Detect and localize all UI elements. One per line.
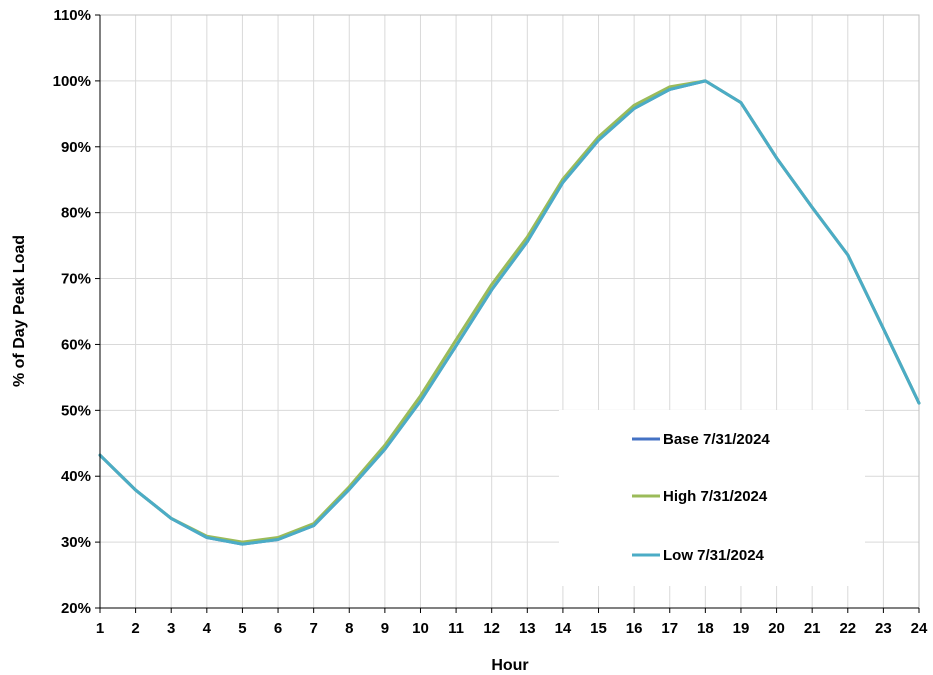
x-tick-label: 18	[697, 620, 714, 637]
x-tick-label: 20	[768, 620, 785, 637]
x-tick-label: 2	[131, 620, 139, 637]
x-tick-label: 6	[274, 620, 282, 637]
y-tick-label: 50%	[61, 402, 91, 419]
x-tick-label: 19	[733, 620, 750, 637]
x-tick-label: 4	[203, 620, 212, 637]
series-lines	[98, 79, 921, 546]
y-tick-label: 20%	[61, 600, 91, 617]
x-tick-label: 17	[661, 620, 678, 637]
legend-label-3: Low 7/31/2024	[663, 547, 765, 564]
y-tick-label: 100%	[53, 73, 91, 90]
y-tick-label: 80%	[61, 205, 91, 222]
x-tick-label: 14	[555, 620, 572, 637]
x-axis-title: Hour	[491, 657, 528, 674]
y-tick-label: 30%	[61, 534, 91, 551]
legend-box	[559, 410, 865, 586]
x-tick-label: 10	[412, 620, 429, 637]
x-tick-label: 9	[381, 620, 389, 637]
y-axis-tick-marks	[95, 14, 100, 609]
legend-label-2: High 7/31/2024	[663, 488, 768, 505]
x-tick-label: 12	[483, 620, 500, 637]
y-tick-label: 70%	[61, 271, 91, 288]
x-tick-label: 24	[911, 620, 928, 637]
x-tick-label: 5	[238, 620, 246, 637]
x-tick-label: 21	[804, 620, 821, 637]
y-axis-title: % of Day Peak Load	[11, 235, 28, 387]
x-tick-label: 1	[96, 620, 104, 637]
x-axis-tick-marks	[99, 608, 920, 613]
y-tick-label: 40%	[61, 468, 91, 485]
x-tick-label: 16	[626, 620, 643, 637]
x-tick-label: 13	[519, 620, 536, 637]
x-tick-label: 22	[839, 620, 856, 637]
y-axis-tick-labels: 20% 30% 40% 50% 60% 70% 80% 90% 100% 110%	[53, 7, 91, 617]
x-tick-label: 15	[590, 620, 607, 637]
legend: Base 7/31/2024 High 7/31/2024 Low 7/31/202…	[559, 410, 865, 586]
y-tick-label: 90%	[61, 139, 91, 156]
y-tick-label: 60%	[61, 336, 91, 353]
x-tick-label: 3	[167, 620, 175, 637]
legend-label-1: Base 7/31/2024	[663, 431, 770, 448]
y-tick-label: 110%	[53, 7, 91, 24]
x-tick-label: 11	[448, 620, 464, 637]
x-axis-tick-labels: 1 2 3 4 5 6 7 8 9 10 11 12 13 14 15 16 17 18 19 20 21 22 23 24	[96, 620, 928, 637]
series-line-3	[98, 79, 921, 546]
x-tick-label: 8	[345, 620, 353, 637]
x-tick-label: 7	[309, 620, 317, 637]
x-tick-label: 23	[875, 620, 892, 637]
